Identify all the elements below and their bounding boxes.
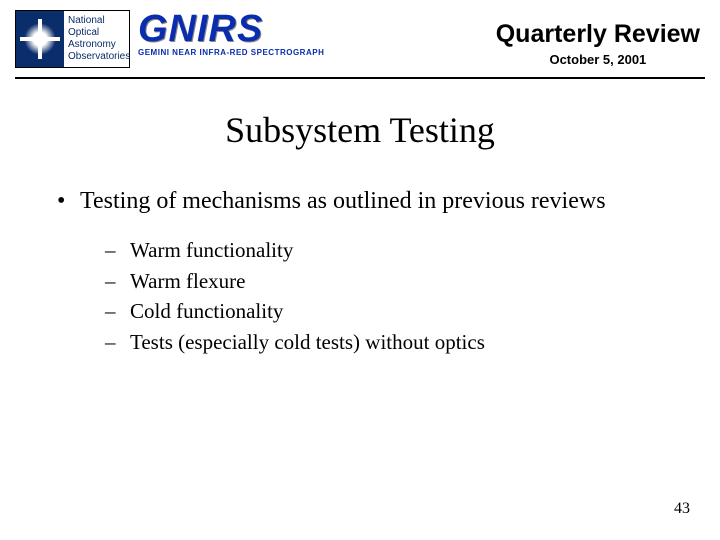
content: Testing of mechanisms as outlined in pre… bbox=[55, 186, 665, 357]
sub-list: Warm functionality Warm flexure Cold fun… bbox=[105, 235, 665, 357]
list-item: Cold functionality bbox=[105, 296, 665, 326]
noao-line1: National bbox=[68, 15, 130, 27]
gnirs-logo: GNIRS GEMINI NEAR INFRA-RED SPECTROGRAPH bbox=[138, 12, 324, 57]
gnirs-subtitle: GEMINI NEAR INFRA-RED SPECTROGRAPH bbox=[138, 48, 324, 57]
main-bullet: Testing of mechanisms as outlined in pre… bbox=[55, 186, 665, 217]
divider bbox=[15, 77, 705, 79]
noao-logo-text: National Optical Astronomy Observatories bbox=[68, 15, 130, 63]
review-title: Quarterly Review bbox=[496, 20, 700, 49]
header-right: Quarterly Review October 5, 2001 bbox=[496, 20, 700, 67]
noao-logo: National Optical Astronomy Observatories bbox=[15, 10, 130, 68]
noao-line4: Observatories bbox=[68, 51, 130, 63]
noao-line2: Optical bbox=[68, 27, 130, 39]
noao-line3: Astronomy bbox=[68, 39, 130, 51]
gnirs-title: GNIRS bbox=[138, 12, 324, 46]
slide-title: Subsystem Testing bbox=[0, 109, 720, 151]
list-item: Warm flexure bbox=[105, 266, 665, 296]
list-item: Tests (especially cold tests) without op… bbox=[105, 327, 665, 357]
list-item: Warm functionality bbox=[105, 235, 665, 265]
review-date: October 5, 2001 bbox=[496, 52, 700, 67]
header: National Optical Astronomy Observatories… bbox=[0, 0, 720, 73]
noao-star-icon bbox=[16, 11, 64, 67]
page-number: 43 bbox=[674, 500, 690, 518]
